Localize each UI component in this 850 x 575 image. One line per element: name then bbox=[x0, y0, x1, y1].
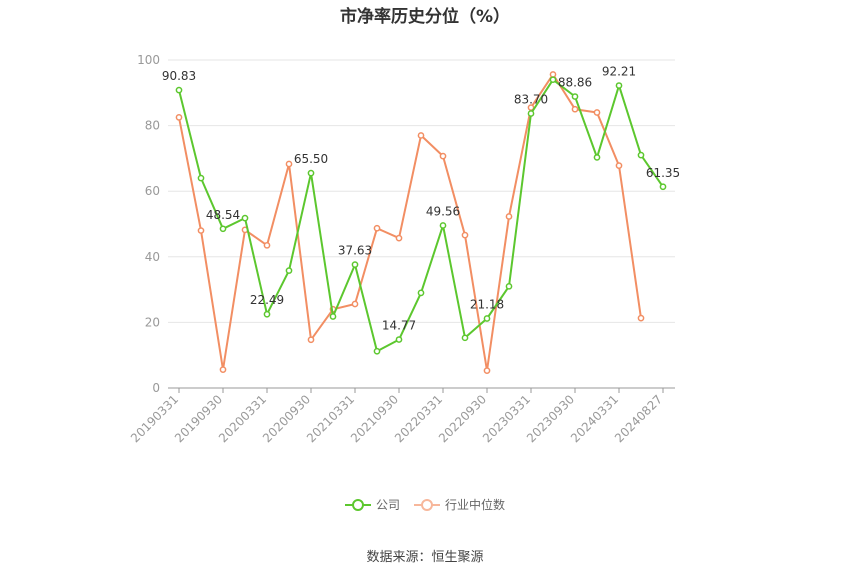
grid-lines bbox=[168, 59, 675, 323]
data-point-company bbox=[263, 310, 271, 318]
data-point-industry-median bbox=[483, 367, 491, 374]
series-layer bbox=[175, 71, 667, 374]
data-point-industry-median bbox=[571, 105, 579, 113]
x-axis: 2019033120190930202003312020093020210331… bbox=[128, 387, 675, 445]
data-label: 61.35 bbox=[646, 166, 680, 180]
data-point-company bbox=[219, 225, 227, 233]
legend-label-company: 公司 bbox=[375, 498, 400, 512]
data-point-industry-median bbox=[175, 114, 183, 121]
legend-item-company[interactable]: 公司 bbox=[344, 496, 400, 513]
data-point-company bbox=[483, 315, 491, 322]
data-label: 49.56 bbox=[426, 204, 460, 218]
data-labels: 90.83 48.54 22.49 65.50 37.63 14.77 49.56 21.18… bbox=[162, 65, 680, 333]
y-tick-label: 100 bbox=[137, 53, 160, 67]
data-point-company bbox=[461, 334, 469, 342]
data-point-industry-median bbox=[593, 109, 601, 116]
data-point-company bbox=[329, 313, 337, 320]
data-point-company bbox=[659, 183, 667, 191]
x-tick-label: 20240827 bbox=[612, 392, 665, 445]
data-point-industry-median bbox=[549, 71, 557, 78]
data-point-industry-median bbox=[395, 234, 403, 242]
data-label: 37.63 bbox=[338, 244, 372, 258]
data-point-company bbox=[593, 154, 601, 161]
y-tick-label: 40 bbox=[145, 250, 160, 264]
y-tick-label: 60 bbox=[145, 184, 160, 198]
data-point-industry-median bbox=[219, 366, 227, 373]
y-tick-label: 80 bbox=[145, 119, 160, 133]
series-line-industry-median bbox=[178, 73, 642, 372]
y-tick-label: 20 bbox=[145, 315, 160, 329]
data-label: 92.21 bbox=[602, 65, 636, 79]
data-point-industry-median bbox=[505, 213, 513, 220]
data-label: 65.50 bbox=[294, 152, 328, 166]
data-point-company bbox=[241, 214, 249, 222]
data-point-company bbox=[395, 336, 403, 343]
y-axis: 0 20 40 60 80 100 bbox=[137, 53, 160, 395]
data-point-industry-median bbox=[307, 336, 315, 344]
data-label: 83.70 bbox=[514, 92, 548, 106]
series-line-company bbox=[178, 78, 664, 353]
data-point-industry-median bbox=[373, 224, 381, 232]
chart-title: 市净率历史分位（%） bbox=[339, 7, 511, 27]
data-label: 88.86 bbox=[558, 76, 592, 90]
data-point-company bbox=[505, 282, 513, 290]
data-point-industry-median bbox=[351, 300, 359, 308]
data-label: 48.54 bbox=[206, 208, 240, 222]
data-point-industry-median bbox=[461, 231, 469, 239]
data-point-company bbox=[373, 347, 381, 355]
data-point-industry-median bbox=[439, 152, 447, 160]
data-label: 21.18 bbox=[470, 298, 504, 312]
data-point-company bbox=[549, 76, 557, 84]
data-point-company bbox=[571, 93, 579, 100]
data-source: 数据来源：恒生聚源 bbox=[366, 550, 484, 565]
data-point-company bbox=[417, 289, 425, 297]
data-point-industry-median bbox=[285, 160, 293, 168]
legend-label-industry-median: 行业中位数 bbox=[445, 498, 506, 512]
data-point-industry-median bbox=[263, 241, 271, 249]
data-label: 22.49 bbox=[250, 293, 284, 307]
legend-swatch-company bbox=[344, 498, 371, 512]
data-label: 90.83 bbox=[162, 69, 196, 83]
data-point-company bbox=[637, 151, 645, 159]
data-point-industry-median bbox=[637, 314, 645, 322]
y-tick-label: 0 bbox=[152, 381, 160, 395]
data-point-company bbox=[351, 261, 359, 268]
data-point-industry-median bbox=[615, 162, 623, 169]
data-point-company bbox=[615, 82, 623, 89]
data-point-company bbox=[439, 222, 447, 229]
data-point-industry-median bbox=[197, 227, 205, 234]
legend: 公司 行业中位数 bbox=[0, 496, 850, 513]
data-point-industry-median bbox=[417, 132, 425, 139]
data-point-company bbox=[197, 174, 205, 182]
data-point-company bbox=[307, 169, 315, 177]
legend-item-industry-median[interactable]: 行业中位数 bbox=[414, 496, 505, 513]
data-label: 14.77 bbox=[382, 319, 416, 333]
data-point-company bbox=[285, 267, 293, 274]
data-point-company bbox=[175, 86, 183, 94]
legend-swatch-industry-median bbox=[414, 498, 440, 512]
data-point-company bbox=[527, 110, 535, 117]
